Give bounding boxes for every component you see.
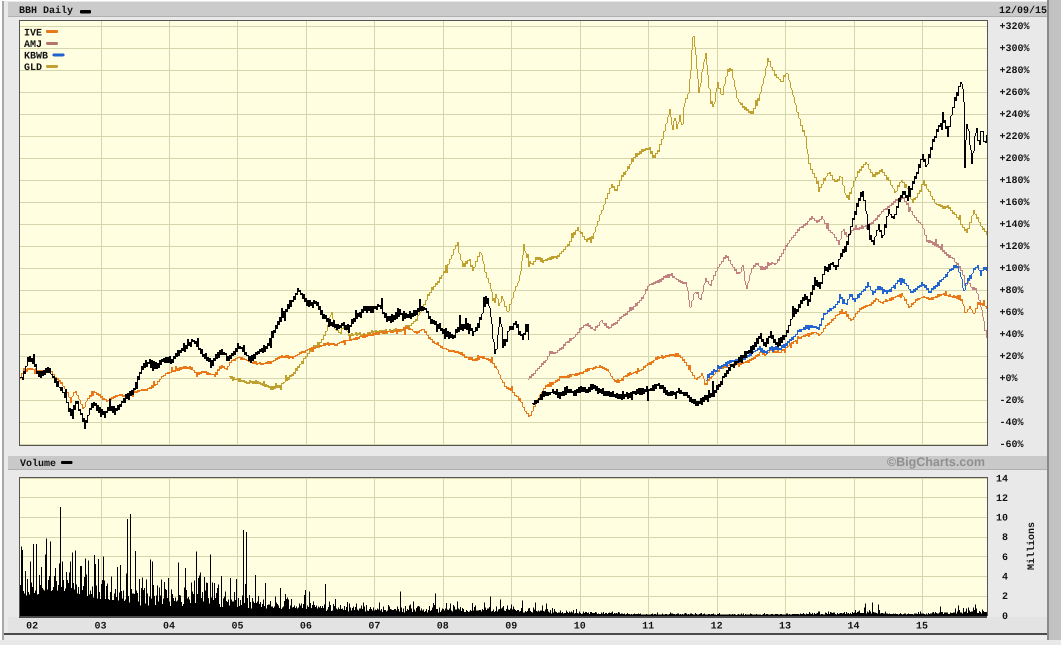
svg-text:02: 02 [26, 622, 38, 633]
svg-text:-60%: -60% [1000, 440, 1024, 451]
svg-text:+320%: +320% [1000, 22, 1030, 33]
svg-text:+160%: +160% [1000, 198, 1030, 209]
svg-text:-20%: -20% [1000, 396, 1024, 407]
svg-text:12/09/15: 12/09/15 [999, 5, 1047, 17]
svg-text:GLD: GLD [24, 63, 42, 74]
svg-text:06: 06 [300, 622, 312, 633]
svg-text:14: 14 [847, 622, 859, 633]
svg-text:+200%: +200% [1000, 154, 1030, 165]
svg-text:+120%: +120% [1000, 242, 1030, 253]
svg-text:+280%: +280% [1000, 66, 1030, 77]
svg-text:KBWB: KBWB [24, 52, 48, 63]
svg-text:11: 11 [642, 622, 654, 633]
svg-text:+300%: +300% [1000, 44, 1030, 55]
svg-text:05: 05 [231, 622, 243, 633]
svg-text:03: 03 [95, 622, 107, 633]
svg-text:15: 15 [916, 622, 928, 633]
svg-text:0: 0 [1002, 612, 1008, 623]
svg-text:07: 07 [368, 622, 380, 633]
svg-text:+140%: +140% [1000, 220, 1030, 231]
svg-text:12: 12 [711, 622, 723, 633]
svg-text:6: 6 [1002, 553, 1008, 564]
svg-text:+240%: +240% [1000, 110, 1030, 121]
svg-text:08: 08 [437, 622, 449, 633]
svg-text:IVE: IVE [24, 29, 42, 40]
svg-text:04: 04 [163, 622, 175, 633]
svg-text:+220%: +220% [1000, 132, 1030, 143]
svg-text:-40%: -40% [1000, 418, 1024, 429]
svg-text:+40%: +40% [1000, 330, 1024, 341]
svg-text:4: 4 [1002, 573, 1008, 584]
svg-text:+80%: +80% [1000, 286, 1024, 297]
svg-text:Millions: Millions [1026, 522, 1038, 570]
svg-text:Volume: Volume [20, 458, 56, 470]
svg-text:10: 10 [996, 514, 1008, 525]
svg-text:10: 10 [574, 622, 586, 633]
svg-text:AMJ: AMJ [24, 40, 42, 51]
svg-text:12: 12 [996, 494, 1008, 505]
svg-text:14: 14 [996, 474, 1008, 485]
svg-text:2: 2 [1002, 592, 1008, 603]
svg-text:+260%: +260% [1000, 88, 1030, 99]
svg-text:09: 09 [505, 622, 517, 633]
svg-text:+20%: +20% [1000, 352, 1024, 363]
svg-text:+0%: +0% [1000, 374, 1018, 385]
svg-text:+100%: +100% [1000, 264, 1030, 275]
svg-text:+60%: +60% [1000, 308, 1024, 319]
svg-text:8: 8 [1002, 533, 1008, 544]
svg-text:13: 13 [779, 622, 791, 633]
svg-text:BBH Daily: BBH Daily [19, 5, 73, 17]
svg-text:©BigCharts.com: ©BigCharts.com [887, 455, 985, 469]
svg-text:+180%: +180% [1000, 176, 1030, 187]
